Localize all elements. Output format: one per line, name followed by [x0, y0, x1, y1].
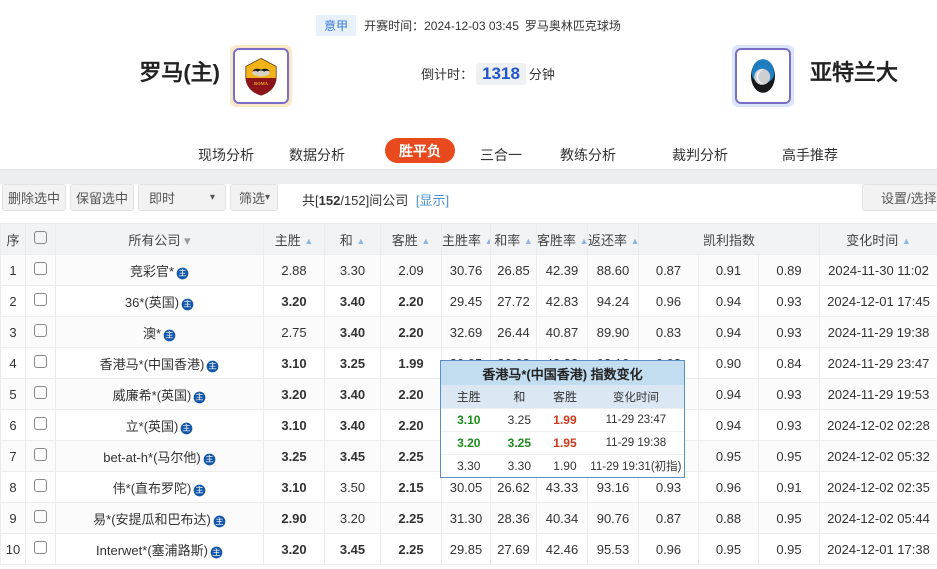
svg-text:ROMA: ROMA [254, 81, 269, 86]
